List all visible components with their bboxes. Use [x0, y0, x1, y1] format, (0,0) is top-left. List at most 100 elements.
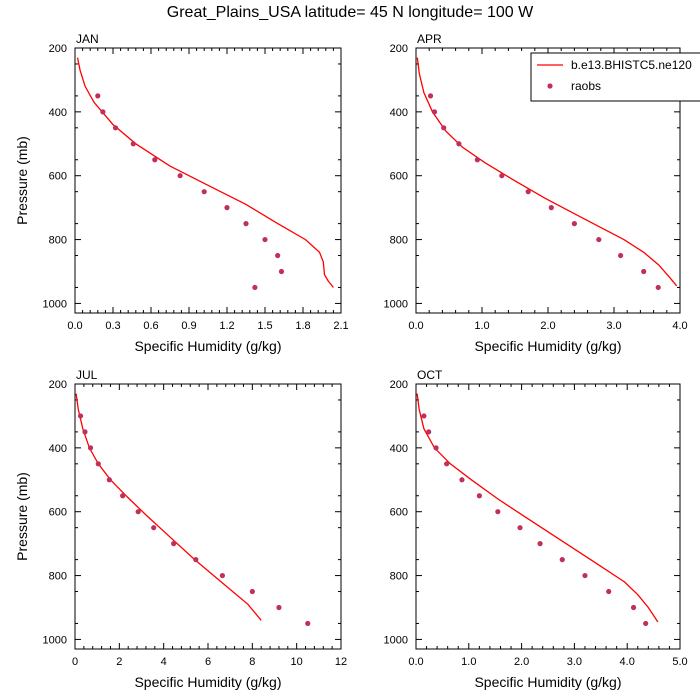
- y-tick-label: 200: [49, 43, 67, 55]
- x-tick-label: 0.9: [181, 320, 196, 332]
- raobs-point: [641, 268, 647, 275]
- raobs-point: [193, 557, 199, 563]
- raobs-point: [537, 541, 543, 547]
- x-tick-label: 2: [116, 656, 122, 668]
- model-profile-line: [416, 393, 659, 623]
- x-tick-label: 3.0: [567, 656, 582, 668]
- raobs-point: [87, 445, 94, 451]
- raobs-point: [201, 189, 207, 195]
- legend-model-label: b.e13.BHISTC5.ne120: [571, 58, 692, 72]
- legend-dot-swatch: [547, 83, 553, 89]
- x-tick-label: 0.6: [143, 320, 158, 332]
- panel-label: APR: [417, 32, 442, 46]
- panel-label: OCT: [417, 368, 443, 382]
- raobs-point: [655, 284, 661, 291]
- x-tick-label: 0: [72, 656, 78, 668]
- y-tick-label: 800: [49, 571, 67, 583]
- panel-jan: 0.0 0.3 0.6 0.9 1.2 1.5 1.8 2.1 200 400 600 800 1000…: [14, 32, 349, 354]
- y-tick-label: 800: [49, 235, 67, 247]
- y-axis-label: Pressure (mb): [14, 472, 30, 561]
- x-tick-label: 1.0: [461, 656, 476, 668]
- raobs-point: [606, 588, 612, 595]
- raobs-point: [433, 445, 439, 451]
- x-tick-label: 1.2: [219, 320, 234, 332]
- raobs-point: [444, 461, 450, 467]
- x-tick-label: 4.0: [672, 320, 687, 332]
- plot-frame: [74, 383, 342, 650]
- raobs-point: [421, 413, 427, 419]
- x-tick-label: 3.0: [606, 320, 621, 332]
- y-tick-label: 1000: [43, 634, 67, 646]
- raobs-point: [517, 525, 523, 531]
- panel-jul: 0 2 4 6 8 10 12 200 400 600 800 1000 JUL Specific Hum…: [14, 368, 347, 690]
- raobs-point: [249, 588, 255, 595]
- raobs-point: [177, 173, 183, 179]
- data-layer: [76, 57, 334, 291]
- raobs-point: [130, 141, 136, 147]
- raobs-point: [243, 221, 249, 227]
- x-tick-label: 8: [249, 656, 255, 668]
- y-tick-label: 600: [49, 507, 67, 519]
- raobs-point: [77, 413, 84, 419]
- x-tick-label: 5.0: [672, 656, 687, 668]
- y-tick-label: 800: [390, 235, 408, 247]
- raobs-point: [252, 284, 258, 291]
- y-axis-label: Pressure (mb): [14, 136, 30, 225]
- y-tick-label: 1000: [384, 634, 408, 646]
- x-tick-label: 4.0: [620, 656, 635, 668]
- panel-label: JUL: [76, 368, 98, 382]
- y-tick-label: 400: [49, 443, 67, 455]
- y-tick-label: 600: [390, 171, 408, 183]
- x-tick-label: 0.0: [408, 656, 423, 668]
- x-tick-label: 0.0: [67, 320, 82, 332]
- y-tick-label: 800: [390, 571, 408, 583]
- raobs-point: [95, 93, 101, 99]
- raobs-point: [548, 205, 554, 211]
- x-axis-label: Specific Humidity (g/kg): [474, 674, 621, 690]
- raobs-point: [630, 604, 637, 611]
- data-layer: [416, 57, 678, 291]
- x-tick-label: 10: [291, 656, 303, 668]
- plot-frame: [74, 47, 342, 314]
- x-tick-label: 2.1: [333, 320, 348, 332]
- x-tick-label: 1.5: [257, 320, 272, 332]
- y-tick-label: 400: [390, 443, 408, 455]
- y-tick-label: 200: [390, 379, 408, 391]
- raobs-point: [278, 268, 285, 275]
- y-tick-label: 1000: [43, 298, 67, 310]
- raobs-point: [618, 252, 624, 259]
- figure-title: Great_Plains_USA latitude= 45 N longitud…: [166, 4, 534, 21]
- y-tick-label: 400: [390, 107, 408, 119]
- raobs-point: [525, 189, 531, 195]
- x-tick-label: 2.0: [514, 656, 529, 668]
- x-tick-label: 4: [161, 656, 167, 668]
- raobs-point: [495, 509, 501, 515]
- raobs-point: [276, 604, 282, 611]
- raobs-point: [95, 461, 101, 467]
- data-layer: [416, 393, 659, 627]
- raobs-point: [275, 252, 281, 259]
- legend: b.e13.BHISTC5.ne120 raobs: [530, 52, 700, 102]
- model-profile-line: [416, 57, 678, 287]
- raobs-point: [431, 109, 438, 115]
- legend-box: [530, 52, 700, 102]
- model-profile-line: [76, 57, 334, 288]
- y-tick-label: 600: [390, 507, 408, 519]
- raobs-point: [499, 173, 505, 179]
- y-tick-label: 200: [49, 379, 67, 391]
- y-tick-label: 600: [49, 171, 67, 183]
- raobs-point: [112, 125, 119, 131]
- raobs-point: [426, 429, 432, 435]
- raobs-point: [582, 572, 588, 579]
- x-axis-label: Specific Humidity (g/kg): [134, 674, 281, 690]
- plot-frame: [415, 383, 681, 650]
- panel-label: JAN: [76, 32, 99, 46]
- raobs-point: [459, 477, 465, 483]
- x-tick-label: 2.0: [540, 320, 555, 332]
- raobs-point: [441, 125, 447, 131]
- raobs-point: [151, 525, 157, 531]
- raobs-point: [262, 236, 268, 243]
- raobs-point: [559, 557, 565, 563]
- raobs-point: [106, 477, 112, 483]
